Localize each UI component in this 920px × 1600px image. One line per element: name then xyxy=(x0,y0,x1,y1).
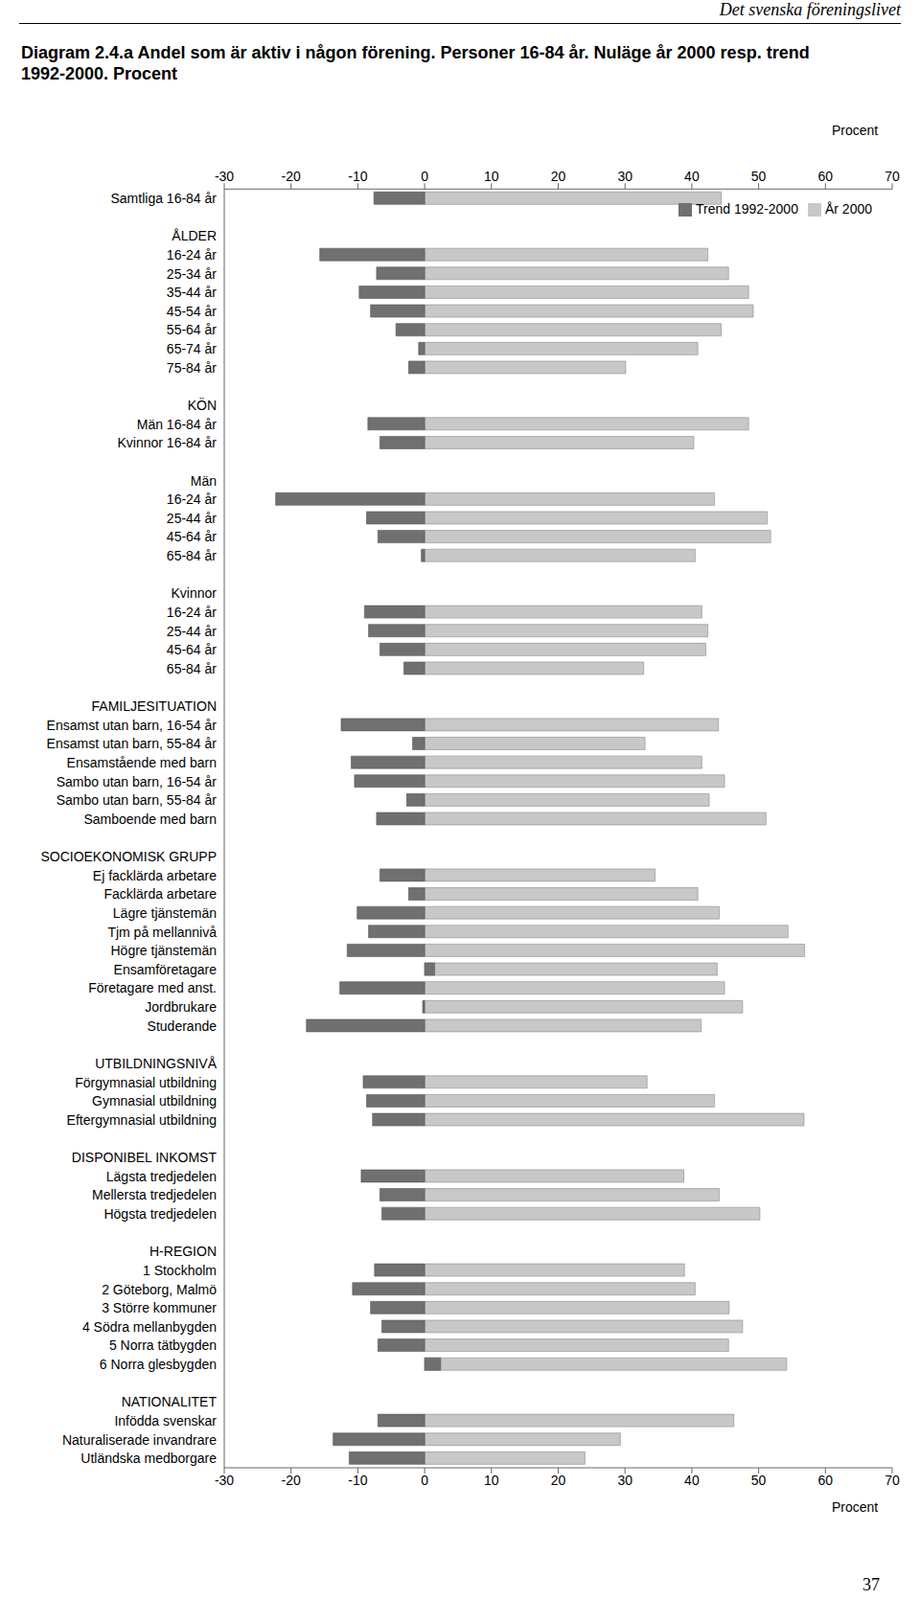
svg-text:-30: -30 xyxy=(214,1472,234,1489)
svg-text:45-64 år: 45-64 år xyxy=(166,529,217,545)
svg-text:75-84 år: 75-84 år xyxy=(166,360,217,376)
svg-text:-10: -10 xyxy=(347,1472,368,1489)
svg-text:45-54 år: 45-54 år xyxy=(166,303,217,320)
svg-text:0: 0 xyxy=(420,1472,429,1489)
svg-text:6 Norra glesbygden: 6 Norra glesbygden xyxy=(99,1357,217,1373)
svg-text:30: 30 xyxy=(617,1472,633,1489)
svg-text:Lägre tjänstemän: Lägre tjänstemän xyxy=(113,905,217,921)
svg-text:4 Södra mellanbygden: 4 Södra mellanbygden xyxy=(82,1319,217,1335)
svg-text:-10: -10 xyxy=(347,168,368,184)
svg-text:Naturaliserade invandrare: Naturaliserade invandrare xyxy=(62,1432,217,1449)
svg-text:SOCIOEKONOMISK GRUPP: SOCIOEKONOMISK GRUPP xyxy=(40,849,217,865)
svg-text:Män: Män xyxy=(190,473,217,489)
svg-text:50: 50 xyxy=(751,1472,767,1489)
svg-text:Högre tjänstemän: Högre tjänstemän xyxy=(110,943,217,959)
html-text:Diagram 2.4.a Andel som är akt: Diagram 2.4.a Andel som är aktiv i någon… xyxy=(21,43,810,84)
svg-text:Jordbrukare: Jordbrukare xyxy=(144,999,217,1015)
svg-text:Studerande: Studerande xyxy=(147,1018,218,1035)
svg-text:Samtliga 16-84 år: Samtliga 16-84 år xyxy=(110,190,217,207)
svg-text:0: 0 xyxy=(420,168,429,184)
svg-text:16-24 år: 16-24 år xyxy=(166,247,217,263)
svg-text:Tjm på mellannivå: Tjm på mellannivå xyxy=(107,924,217,941)
svg-text:Infödda svenskar: Infödda svenskar xyxy=(114,1413,217,1429)
svg-text:3 Större kommuner: 3 Större kommuner xyxy=(101,1300,217,1316)
svg-text:20: 20 xyxy=(551,1472,567,1489)
svg-text:Mellersta tredjedelen: Mellersta tredjedelen xyxy=(92,1187,217,1203)
svg-text:Facklärda arbetare: Facklärda arbetare xyxy=(103,886,217,902)
svg-text:25-34 år: 25-34 år xyxy=(166,266,217,282)
svg-text:30: 30 xyxy=(617,168,633,184)
html-text:Det svenska föreningslivet: Det svenska föreningslivet xyxy=(719,0,901,20)
svg-text:Förgymnasial utbildning: Förgymnasial utbildning xyxy=(74,1075,217,1091)
svg-text:Män 16-84 år: Män 16-84 år xyxy=(137,416,218,433)
html-text:37: 37 xyxy=(862,1575,880,1595)
svg-text:55-64 år: 55-64 år xyxy=(166,322,217,338)
svg-text:Ensamst utan barn, 55-84 år: Ensamst utan barn, 55-84 år xyxy=(46,736,218,752)
svg-text:Kvinnor: Kvinnor xyxy=(171,585,218,601)
html-text:Trend 1992-2000: Trend 1992-2000 xyxy=(695,201,799,217)
svg-text:25-44 år: 25-44 år xyxy=(166,623,217,640)
svg-text:Eftergymnasial utbildning: Eftergymnasial utbildning xyxy=(67,1112,217,1128)
svg-text:Kvinnor 16-84 år: Kvinnor 16-84 år xyxy=(116,435,217,451)
svg-text:50: 50 xyxy=(751,168,767,184)
html-text:År 2000: År 2000 xyxy=(825,201,873,217)
svg-text:Ej facklärda arbetare: Ej facklärda arbetare xyxy=(92,868,217,884)
svg-text:70: 70 xyxy=(884,1472,900,1489)
svg-text:25-44 år: 25-44 år xyxy=(166,510,217,527)
svg-text:2 Göteborg, Malmö: 2 Göteborg, Malmö xyxy=(101,1282,217,1298)
svg-text:-30: -30 xyxy=(214,168,234,184)
html-text:Procent: Procent xyxy=(831,122,879,138)
svg-text:5 Norra tätbygden: 5 Norra tätbygden xyxy=(109,1337,217,1354)
svg-text:70: 70 xyxy=(884,168,900,184)
svg-text:-20: -20 xyxy=(281,1472,301,1489)
svg-text:ÅLDER: ÅLDER xyxy=(171,228,217,244)
svg-text:60: 60 xyxy=(818,1472,834,1489)
svg-text:Samboende med barn: Samboende med barn xyxy=(83,811,217,828)
svg-text:45-64 år: 45-64 år xyxy=(166,642,217,658)
svg-text:-20: -20 xyxy=(281,168,301,184)
svg-text:40: 40 xyxy=(684,168,700,184)
svg-text:65-74 år: 65-74 år xyxy=(166,341,217,357)
svg-text:Ensamstående med barn: Ensamstående med barn xyxy=(67,755,217,771)
svg-text:Ensamföretagare: Ensamföretagare xyxy=(114,962,218,978)
svg-text:Högsta tredjedelen: Högsta tredjedelen xyxy=(103,1206,217,1222)
svg-text:Sambo utan barn, 55-84 år: Sambo utan barn, 55-84 år xyxy=(56,792,218,808)
svg-text:35-44 år: 35-44 år xyxy=(166,284,217,300)
svg-text:16-24 år: 16-24 år xyxy=(166,604,217,621)
svg-text:NATIONALITET: NATIONALITET xyxy=(121,1394,218,1410)
svg-text:Företagare med anst.: Företagare med anst. xyxy=(88,980,217,996)
svg-text:20: 20 xyxy=(551,168,567,184)
html-text:Procent: Procent xyxy=(831,1499,879,1516)
svg-text:Gymnasial utbildning: Gymnasial utbildning xyxy=(92,1093,217,1109)
svg-text:Ensamst utan barn, 16-54 år: Ensamst utan barn, 16-54 år xyxy=(46,717,218,734)
svg-text:KÖN: KÖN xyxy=(187,396,217,414)
svg-text:Utländska medborgare: Utländska medborgare xyxy=(80,1450,217,1467)
svg-text:65-84 år: 65-84 år xyxy=(166,661,217,677)
svg-text:16-24 år: 16-24 år xyxy=(166,491,217,507)
svg-text:10: 10 xyxy=(483,1472,500,1489)
svg-text:UTBILDNINGSNIVÅ: UTBILDNINGSNIVÅ xyxy=(94,1056,217,1072)
svg-text:10: 10 xyxy=(483,168,500,184)
svg-text:Sambo utan barn, 16-54 år: Sambo utan barn, 16-54 år xyxy=(56,774,218,790)
svg-text:H-REGION: H-REGION xyxy=(149,1243,217,1260)
svg-text:DISPONIBEL INKOMST: DISPONIBEL INKOMST xyxy=(71,1150,218,1166)
svg-text:FAMILJESITUATION: FAMILJESITUATION xyxy=(92,698,217,714)
svg-text:Lägsta tredjedelen: Lägsta tredjedelen xyxy=(106,1169,217,1185)
svg-text:40: 40 xyxy=(684,1472,700,1489)
svg-text:65-84 år: 65-84 år xyxy=(166,548,217,564)
svg-text:1 Stockholm: 1 Stockholm xyxy=(142,1263,217,1279)
svg-text:60: 60 xyxy=(818,168,834,184)
